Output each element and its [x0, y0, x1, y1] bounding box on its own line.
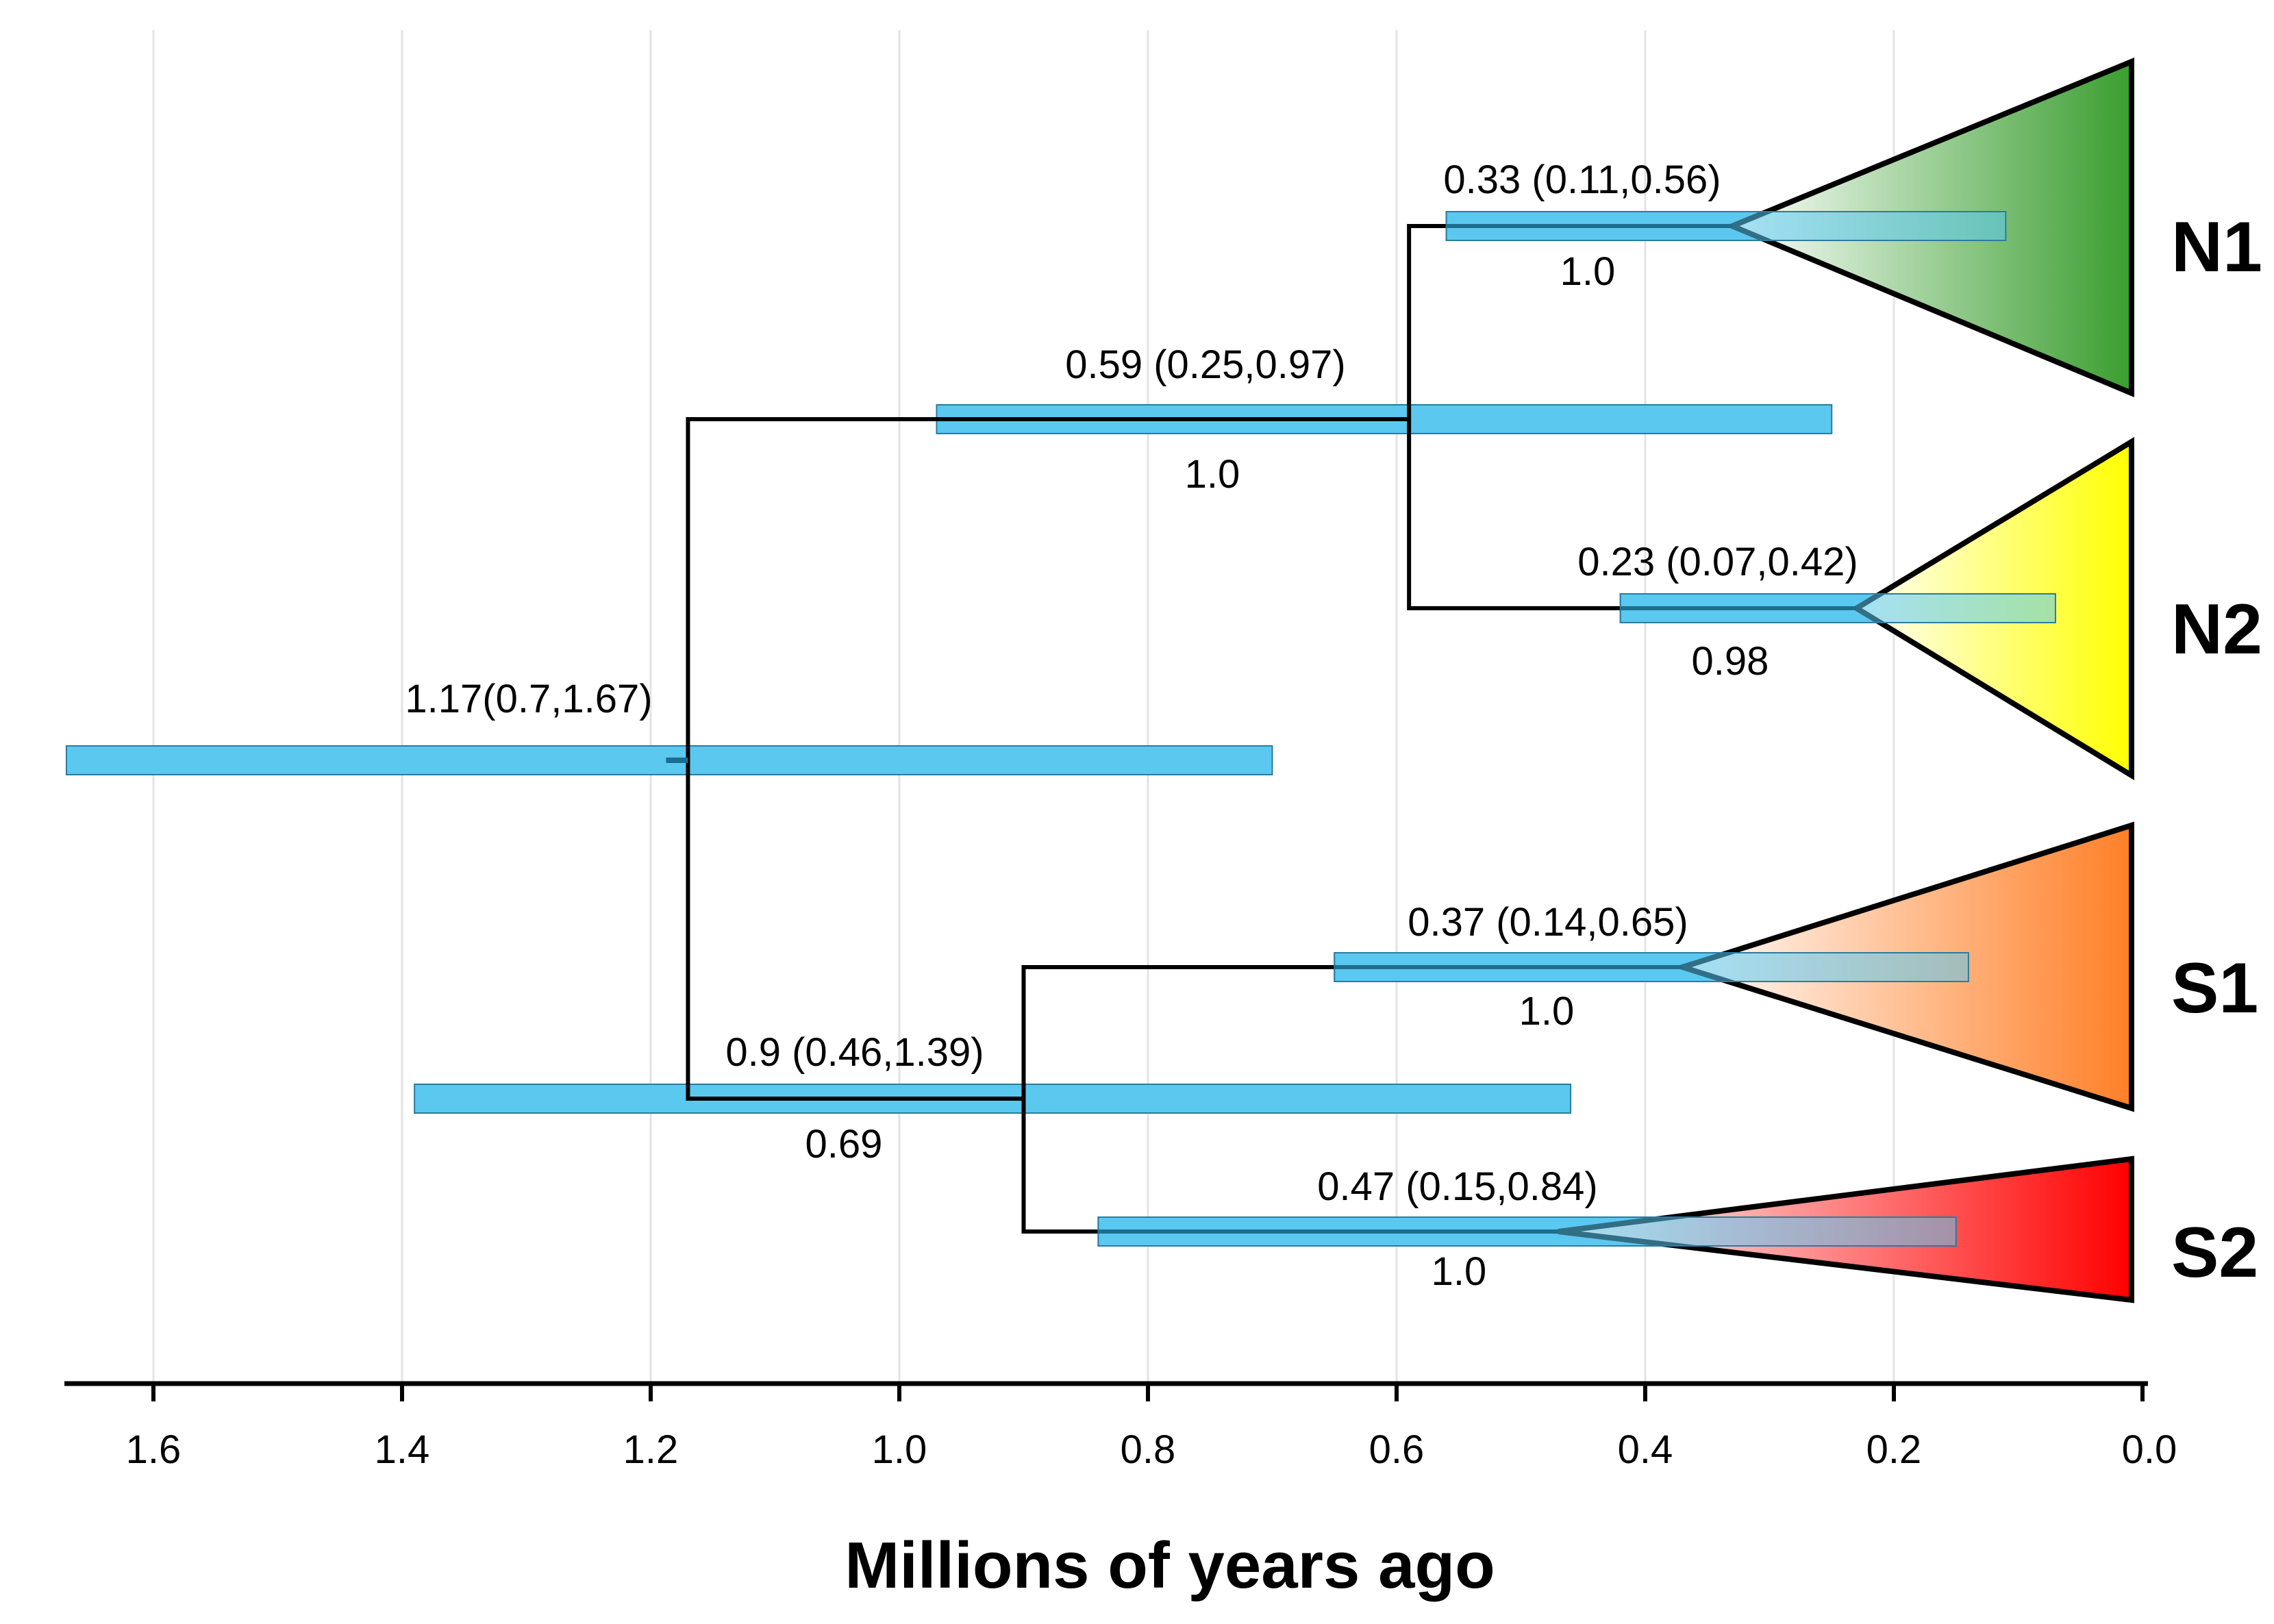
x-tick-label: 1.0: [872, 1427, 927, 1472]
clade-label-n2: N2: [2171, 590, 2262, 669]
grid-lines: [152, 30, 1895, 1384]
x-tick-label: 0.0: [2122, 1427, 2177, 1472]
x-tick-label: 1.2: [623, 1427, 679, 1472]
posterior-label-s2: 1.0: [1432, 1249, 1487, 1294]
posterior-label-n1: 1.0: [1560, 249, 1616, 294]
clade-label-n1: N1: [2171, 208, 2262, 287]
clade-triangles: N1 N2 S1 S2: [1097, 58, 2262, 1303]
node-label-n2: 0.23 (0.07,0.42): [1577, 540, 1858, 584]
branch-root-to-n: [686, 417, 1410, 760]
x-tick-label: 0.4: [1618, 1427, 1673, 1472]
x-tick-label: 0.2: [1866, 1427, 1922, 1472]
hpd-bars: [65, 211, 2056, 1247]
node-label-s2: 0.47 (0.15,0.84): [1317, 1164, 1598, 1209]
x-tick-label: 0.8: [1121, 1427, 1176, 1472]
node-label-s: 0.9 (0.46,1.39): [725, 1030, 984, 1075]
clade-label-s1: S1: [2171, 949, 2258, 1028]
posterior-label-s1: 1.0: [1519, 989, 1575, 1034]
posterior-label-s: 0.69: [805, 1122, 883, 1166]
x-axis: 1.6 1.4 1.2 1.0 0.8 0.6 0.4 0.2 0.0 Millions of y…: [64, 1381, 2177, 1602]
x-tick-label: 1.6: [126, 1427, 182, 1472]
branch-root-to-s: [686, 760, 1024, 1101]
x-tick-label: 1.4: [375, 1427, 430, 1472]
posterior-label-n: 1.0: [1185, 452, 1240, 497]
node-label-n: 0.59 (0.25,0.97): [1065, 342, 1346, 387]
clade-label-s2: S2: [2171, 1213, 2258, 1292]
branch-s-to-s1: [1021, 965, 1683, 1099]
x-axis-title: Millions of years ago: [845, 1529, 1495, 1602]
node-label-n1: 0.33 (0.11,0.56): [1443, 158, 1721, 202]
x-tick-label: 0.6: [1369, 1427, 1425, 1472]
node-label-root: 1.17(0.7,1.67): [405, 677, 652, 721]
node-label-s1: 0.37 (0.14,0.65): [1408, 900, 1688, 945]
node-labels: 1.17(0.7,1.67) 0.59 (0.25,0.97) 1.0 0.33 (0…: [405, 158, 1858, 1294]
posterior-label-n2: 0.98: [1692, 639, 1769, 684]
